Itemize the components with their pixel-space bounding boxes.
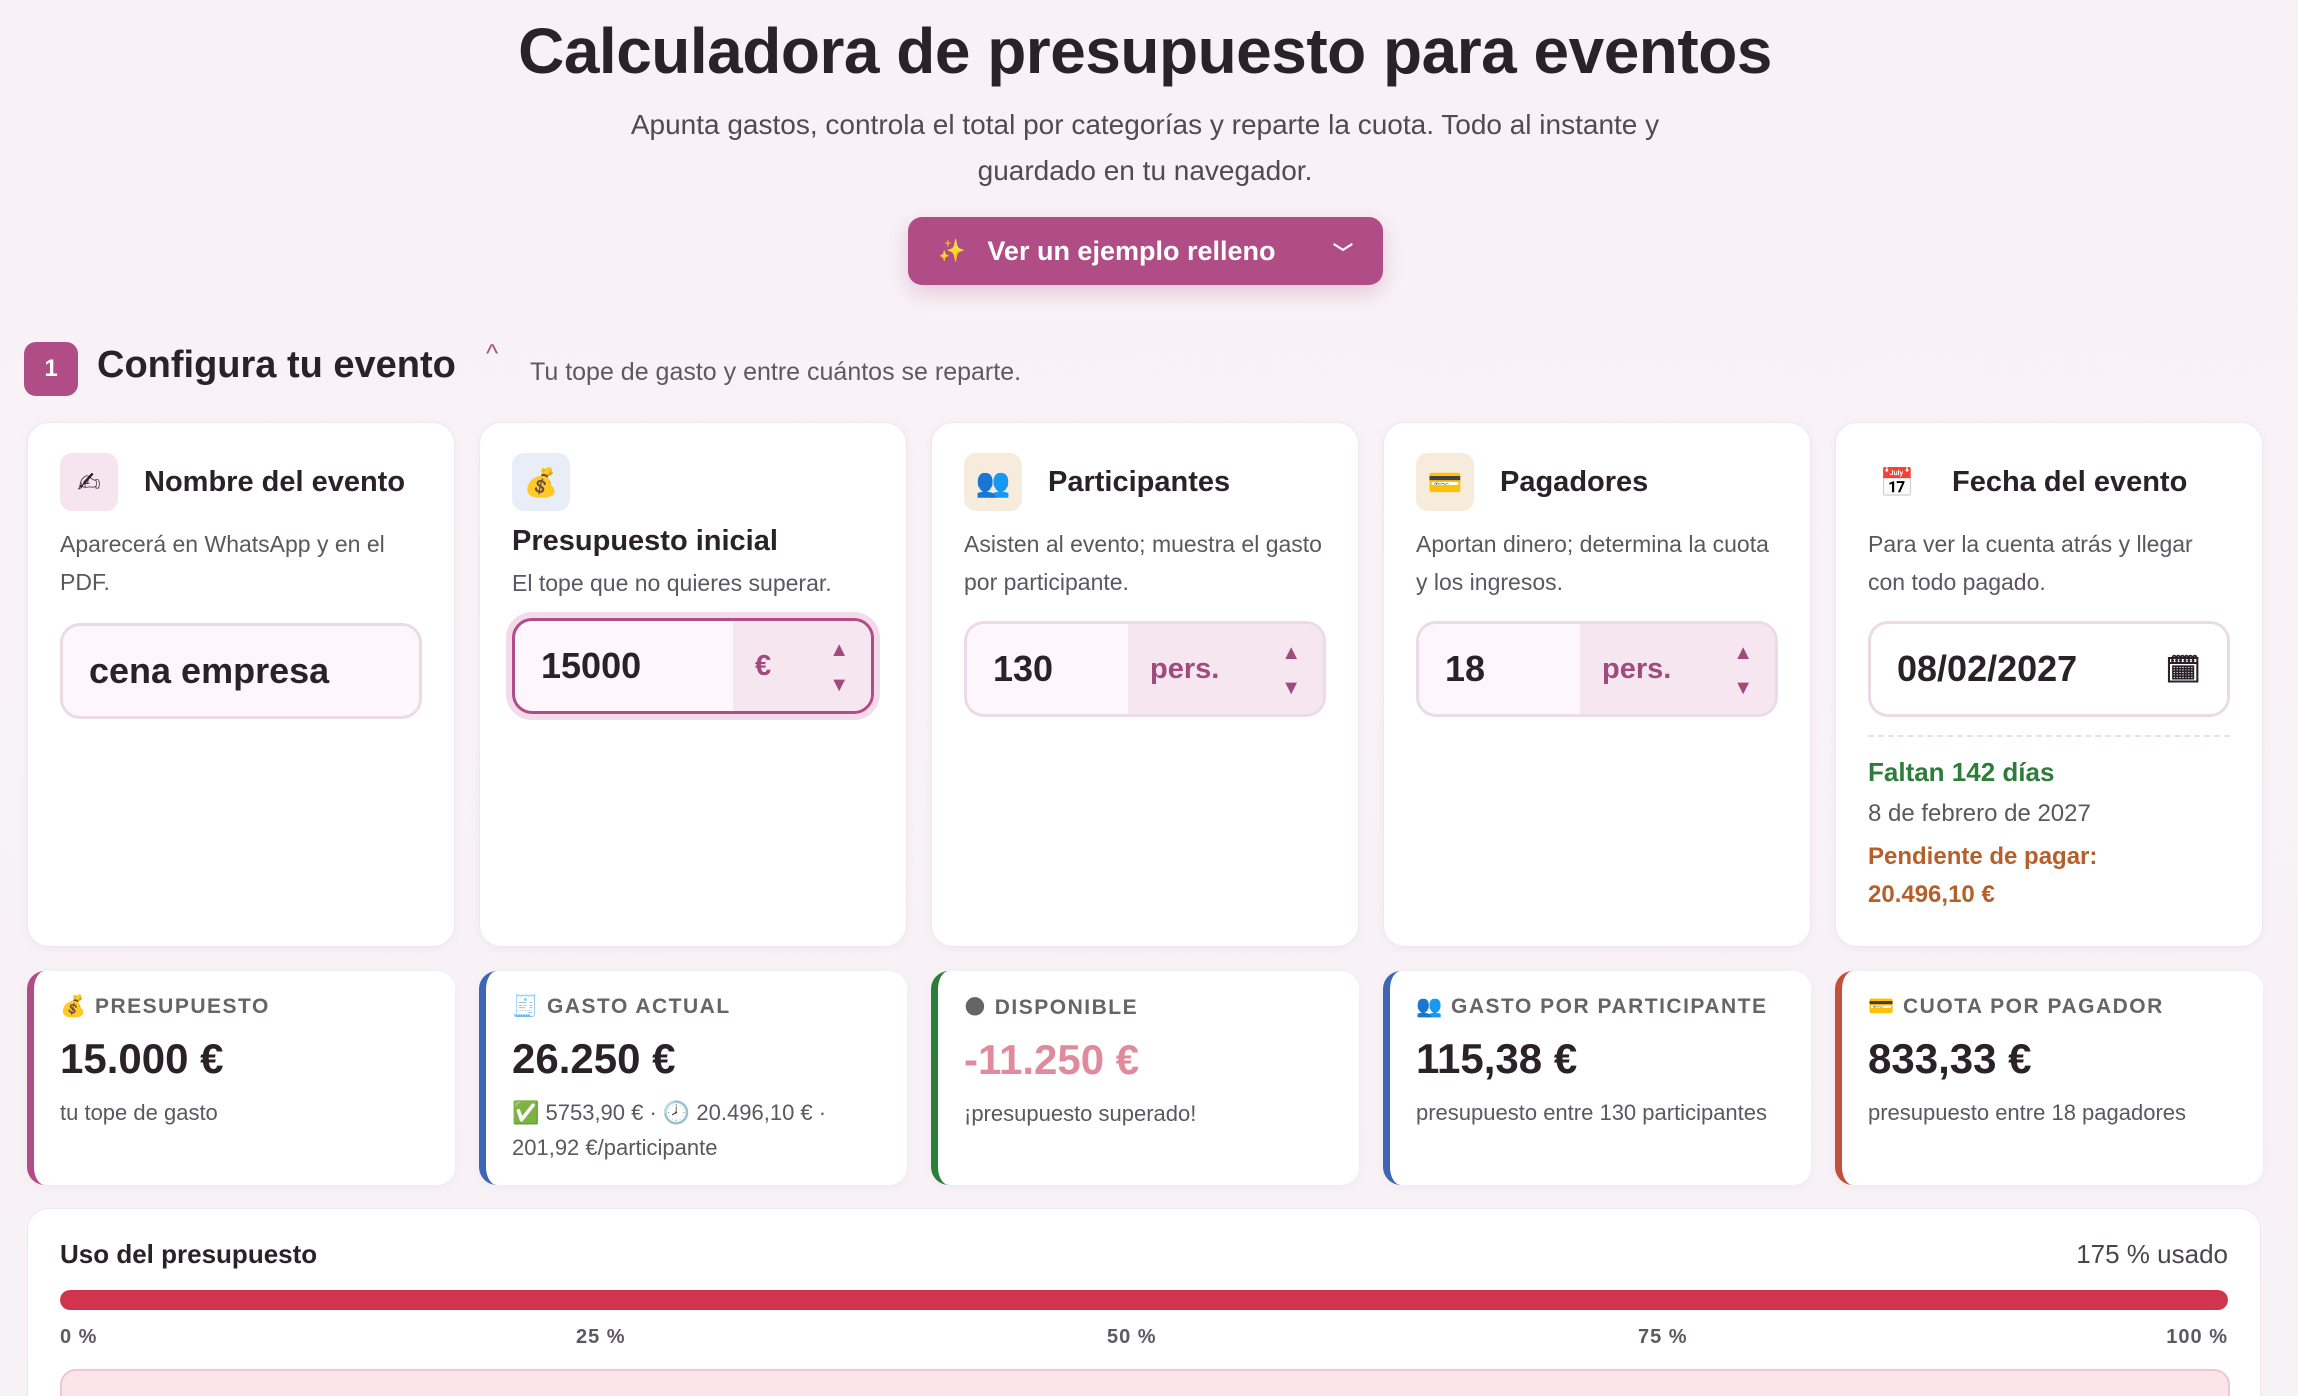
card-title: Fecha del evento [1952, 465, 2188, 498]
stat-subtext: presupuesto entre 130 participantes [1416, 1100, 1768, 1125]
chevron-down-icon: ﹀ [1333, 242, 1353, 265]
long-date-text: 8 de febrero de 2027 [1868, 800, 2091, 827]
stat-label: GASTO POR PARTICIPANTE [1451, 995, 1768, 1018]
stat-label: CUOTA POR PAGADOR [1903, 995, 2164, 1018]
triangle-up-icon[interactable]: ▲ [1733, 642, 1753, 664]
tick-label: 100 % [2166, 1326, 2228, 1348]
card-payers: 💳 Pagadores Aportan dinero; determina la… [1383, 422, 1811, 947]
stat-label: PRESUPUESTO [95, 995, 270, 1018]
stat-available: 🌑 DISPONIBLE -11.250 € ¡presupuesto supe… [931, 971, 1359, 1185]
collapse-caret-icon[interactable]: ^ [486, 338, 499, 368]
stat-per-payer: 💳 CUOTA POR PAGADOR 833,33 € presupuesto… [1835, 971, 2263, 1185]
pending-label: Pendiente de pagar: [1868, 843, 2098, 870]
writing-hand-icon: ✍ [60, 453, 118, 511]
triangle-down-icon[interactable]: ▼ [1281, 677, 1301, 699]
money-bag-icon: 💰 [60, 995, 88, 1018]
card-title: Participantes [1048, 465, 1231, 498]
usage-bar [60, 1290, 2228, 1310]
page-subtitle: Apunta gastos, controla el total por cat… [630, 109, 1660, 186]
stat-subtext: ¡presupuesto superado! [964, 1101, 1197, 1126]
payers-value: 18 [1445, 648, 1486, 689]
sparkles-icon: ✨ [938, 238, 966, 263]
tick-label: 75 % [1638, 1326, 1688, 1348]
credit-card-icon: 💳 [1868, 995, 1896, 1018]
budget-alert [60, 1369, 2230, 1396]
receipt-icon: 🧾 [512, 995, 540, 1018]
persons-unit: pers. [1150, 652, 1220, 685]
card-description: Asisten al evento; muestra el gasto por … [964, 531, 1322, 595]
stat-value: 15.000 € [60, 1035, 224, 1082]
stat-subtext: tu tope de gasto [60, 1100, 218, 1125]
tick-label: 50 % [1107, 1326, 1157, 1348]
example-dropdown-button[interactable]: ✨ Ver un ejemplo relleno ﹀ [908, 217, 1383, 285]
event-date-value: 08/02/2027 [1897, 648, 2078, 689]
page-title: Calculadora de presupuesto para eventos [518, 15, 1772, 87]
pending-payment: Pendiente de pagar: 20.496,10 € [1868, 838, 2230, 914]
event-name-input[interactable]: cena empresa [60, 623, 422, 719]
stat-value: 833,33 € [1868, 1035, 2032, 1082]
card-event-name: ✍ Nombre del evento Aparecerá en WhatsAp… [27, 422, 455, 947]
tick-label: 0 % [60, 1326, 98, 1348]
money-bag-icon: 💰 [512, 453, 570, 511]
section-description: Tu tope de gasto y entre cuántos se repa… [530, 358, 1022, 386]
card-title: Pagadores [1500, 465, 1649, 498]
payers-input[interactable]: 18 pers. ▲ ▼ [1416, 621, 1778, 717]
stat-current-spend: 🧾 GASTO ACTUAL 26.250 € ✅ 5753,90 € · 🕗 … [479, 971, 907, 1185]
usage-ticks: 0 % 25 % 50 % 75 % 100 % [60, 1326, 2228, 1350]
usage-percent: 175 % usado [2076, 1239, 2228, 1269]
stat-subtext: presupuesto entre 18 pagadores [1868, 1100, 2187, 1125]
divider [1868, 735, 2230, 737]
people-icon: 👥 [964, 453, 1022, 511]
triangle-up-icon[interactable]: ▲ [1281, 642, 1301, 664]
card-description: El tope que no quieres superar. [512, 570, 832, 596]
calendar-icon: 📅 [1868, 453, 1926, 511]
card-budget: 💰 Presupuesto inicial El tope que no qui… [479, 422, 907, 947]
budget-value: 15000 [541, 645, 642, 686]
stat-budget: 💰 PRESUPUESTO 15.000 € tu tope de gasto [27, 971, 455, 1185]
stat-value: -11.250 € [964, 1036, 1140, 1083]
budget-usage-panel: Uso del presupuesto 175 % usado 0 % 25 %… [27, 1208, 2261, 1396]
event-date-input[interactable]: 08/02/2027 🗓 [1868, 621, 2230, 717]
stat-label: DISPONIBLE [994, 996, 1139, 1019]
card-description: Aportan dinero; determina la cuota y los… [1416, 531, 1769, 595]
section-title: Configura tu evento [97, 344, 456, 386]
triangle-down-icon[interactable]: ▼ [829, 674, 849, 696]
stat-value: 26.250 € [512, 1035, 676, 1082]
tick-label: 25 % [576, 1326, 626, 1348]
usage-title: Uso del presupuesto [60, 1239, 318, 1269]
stat-per-participant: 👥 GASTO POR PARTICIPANTE 115,38 € presup… [1383, 971, 1811, 1185]
stat-label: GASTO ACTUAL [547, 995, 731, 1018]
persons-unit: pers. [1602, 652, 1672, 685]
participants-value: 130 [993, 648, 1054, 689]
example-button-label: Ver un ejemplo relleno [987, 235, 1276, 266]
calendar-picker-icon[interactable]: 🗓 [2165, 653, 2201, 685]
triangle-up-icon[interactable]: ▲ [829, 639, 849, 661]
section-number-badge: 1 [24, 342, 78, 396]
card-event-date: 📅 Fecha del evento Para ver la cuenta at… [1835, 422, 2263, 947]
card-participants: 👥 Participantes Asisten al evento; muest… [931, 422, 1359, 947]
card-description: Para ver la cuenta atrás y llegar con to… [1868, 531, 2193, 595]
globe-icon: 🌑 [964, 996, 988, 1019]
card-title: Nombre del evento [144, 465, 406, 498]
countdown-text: Faltan 142 días [1868, 757, 2055, 787]
people-icon: 👥 [1416, 995, 1444, 1018]
stat-subtext: ✅ 5753,90 € · 🕗 20.496,10 € · 201,92 €/p… [512, 1100, 827, 1160]
budget-stepper[interactable]: ▲ ▼ [829, 639, 849, 697]
triangle-down-icon[interactable]: ▼ [1733, 677, 1753, 699]
participants-input[interactable]: 130 pers. ▲ ▼ [964, 621, 1326, 717]
card-description: Aparecerá en WhatsApp y en el PDF. [60, 531, 385, 595]
pending-value: 20.496,10 € [1868, 881, 1995, 908]
budget-input[interactable]: 15000 € ▲ ▼ [512, 618, 874, 714]
card-title: Presupuesto inicial [512, 525, 778, 557]
stat-value: 115,38 € [1416, 1035, 1578, 1082]
currency-unit: € [755, 649, 772, 682]
usage-bar-fill [60, 1290, 2228, 1310]
credit-card-icon: 💳 [1416, 453, 1474, 511]
event-name-value: cena empresa [89, 650, 330, 691]
payers-stepper[interactable]: ▲ ▼ [1733, 642, 1753, 700]
participants-stepper[interactable]: ▲ ▼ [1281, 642, 1301, 700]
